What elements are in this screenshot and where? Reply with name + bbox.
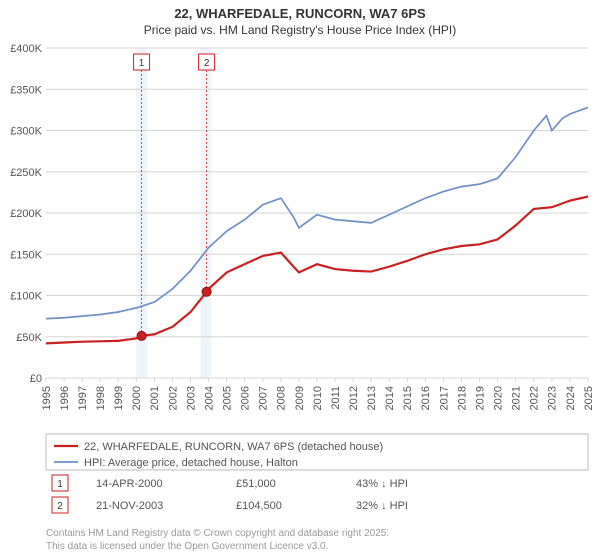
y-tick-label: £50K: [16, 332, 42, 344]
table-date: 21-NOV-2003: [96, 500, 163, 512]
x-tick-label: 1998: [95, 386, 107, 410]
annotation-badge-label: 2: [204, 58, 210, 69]
x-tick-label: 2013: [366, 386, 378, 410]
y-tick-label: £200K: [10, 208, 42, 220]
chart-title-line1: 22, WHARFEDALE, RUNCORN, WA7 6PS: [174, 6, 426, 21]
table-badge-label: 2: [57, 501, 63, 512]
chart-title-line2: Price paid vs. HM Land Registry's House …: [144, 23, 456, 37]
x-tick-label: 1999: [113, 386, 125, 410]
series-property: [46, 197, 588, 344]
x-tick-label: 2016: [420, 386, 432, 410]
y-tick-label: £0: [30, 373, 42, 385]
x-tick-label: 2005: [222, 386, 234, 410]
x-tick-label: 2021: [511, 386, 523, 410]
x-tick-label: 2007: [258, 386, 270, 410]
x-tick-label: 2011: [330, 386, 342, 410]
x-tick-label: 1995: [41, 386, 53, 410]
y-tick-label: £350K: [10, 84, 42, 96]
table-delta: 43% ↓ HPI: [356, 478, 408, 490]
x-tick-label: 2002: [167, 386, 179, 410]
y-tick-label: £150K: [10, 249, 42, 261]
x-tick-label: 1996: [59, 386, 71, 410]
y-tick-label: £300K: [10, 126, 42, 138]
x-tick-label: 2003: [185, 386, 197, 410]
footer-line1: Contains HM Land Registry data © Crown c…: [46, 528, 389, 539]
x-tick-label: 2020: [493, 386, 505, 410]
annotation-badge-label: 1: [139, 58, 145, 69]
x-tick-label: 2015: [402, 386, 414, 410]
x-tick-label: 2001: [149, 386, 161, 410]
x-tick-label: 2012: [348, 386, 360, 410]
x-tick-label: 2025: [583, 386, 595, 410]
x-tick-label: 2004: [203, 386, 215, 410]
y-tick-label: £400K: [10, 43, 42, 55]
price-chart: 22, WHARFEDALE, RUNCORN, WA7 6PS Price pa…: [0, 0, 600, 560]
table-delta: 32% ↓ HPI: [356, 500, 408, 512]
x-tick-label: 2018: [456, 386, 468, 410]
x-tick-label: 1997: [77, 386, 89, 410]
x-tick-label: 2024: [565, 386, 577, 410]
table-badge-label: 1: [57, 479, 63, 490]
table-price: £104,500: [236, 500, 282, 512]
y-tick-label: £100K: [10, 291, 42, 303]
x-tick-label: 2006: [240, 386, 252, 410]
x-tick-label: 2017: [438, 386, 450, 410]
legend-label: 22, WHARFEDALE, RUNCORN, WA7 6PS (detach…: [84, 441, 383, 453]
x-tick-label: 2023: [547, 386, 559, 410]
x-tick-label: 2010: [312, 386, 324, 410]
legend-label: HPI: Average price, detached house, Halt…: [84, 457, 298, 469]
y-tick-label: £250K: [10, 167, 42, 179]
sale-marker: [202, 287, 211, 296]
table-price: £51,000: [236, 478, 276, 490]
sale-marker: [137, 331, 146, 340]
x-tick-label: 2008: [276, 386, 288, 410]
x-tick-label: 2022: [529, 386, 541, 410]
x-tick-label: 2014: [384, 386, 396, 410]
x-tick-label: 2019: [474, 386, 486, 410]
x-tick-label: 2000: [131, 386, 143, 410]
x-tick-label: 2009: [294, 386, 306, 410]
table-date: 14-APR-2000: [96, 478, 163, 490]
footer-line2: This data is licensed under the Open Gov…: [46, 541, 328, 552]
